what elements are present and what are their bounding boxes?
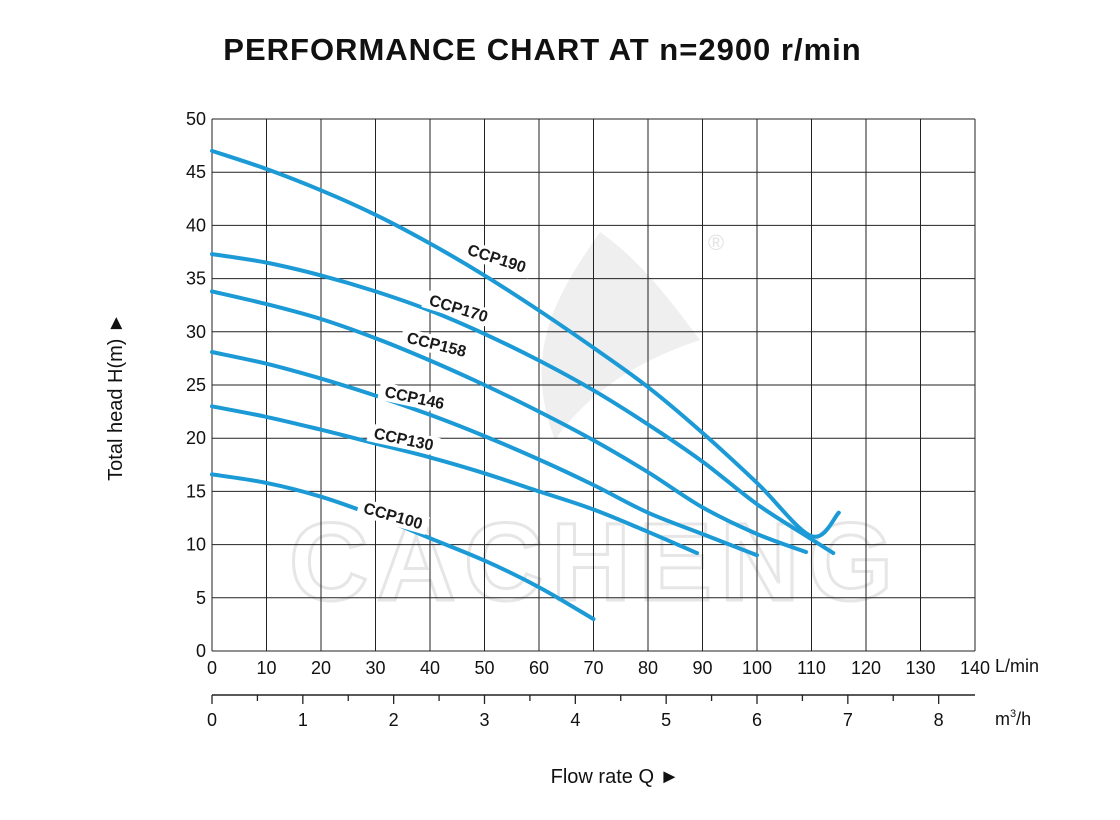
curves (210, 148, 841, 622)
x-tick-label: 110 (797, 658, 826, 678)
secondary-tick-label: 2 (389, 710, 399, 730)
x-tick-label: 10 (256, 658, 276, 678)
curve-label-background (377, 381, 452, 415)
curve-ccp170 (210, 252, 836, 556)
x-unit-secondary-sup: 3 (1010, 708, 1016, 720)
chart-title: PERFORMANCE CHART AT n=2900 r/min (223, 32, 862, 67)
curve-ccp130 (210, 404, 699, 556)
y-tick-label: 10 (186, 535, 206, 555)
curve-ccp146 (210, 350, 759, 558)
curve-label-ccp190: CCP190 (459, 239, 534, 279)
curve-label-background (355, 497, 431, 535)
curve-label-text: CCP158 (405, 330, 468, 361)
x-tick-label: 30 (365, 658, 385, 678)
axis-labels: Flow rate Q ► Total head H(m) ► (105, 313, 679, 788)
y-tick-label: 35 (186, 269, 206, 289)
x-tick-label: 140 (960, 658, 990, 678)
secondary-tick-label: 7 (843, 710, 853, 730)
y-tick-label: 20 (186, 428, 206, 448)
secondary-tick-label: 6 (752, 710, 762, 730)
y-tick-label: 50 (186, 109, 206, 129)
y-tick-label: 40 (186, 215, 206, 235)
secondary-tick-label: 1 (298, 710, 308, 730)
x-tick-labels: 0 10 20 30 40 50 60 70 80 90 100 110 120 130 140 L/min (207, 656, 1039, 678)
secondary-tick-label: 0 (207, 710, 217, 730)
x-tick-label: 40 (420, 658, 440, 678)
secondary-tick-label: 5 (661, 710, 671, 730)
y-tick-label: 30 (186, 322, 206, 342)
x-tick-label: 130 (905, 658, 935, 678)
secondary-axis: 0 1 2 3 4 5 6 7 8 m3/h (207, 694, 1031, 730)
x-tick-label: 0 (207, 658, 217, 678)
y-tick-label: 45 (186, 162, 206, 182)
watermark-logo (541, 232, 700, 440)
y-tick-label: 15 (186, 481, 206, 501)
x-unit-primary: L/min (995, 656, 1039, 676)
y-axis-label: Total head H(m) ► (105, 313, 127, 481)
secondary-tick-label: 4 (570, 710, 580, 730)
x-tick-label: 120 (851, 658, 881, 678)
watermark-registered-mark: ® (708, 230, 724, 255)
y-tick-labels: 0 5 10 15 20 25 30 35 40 45 50 (186, 109, 206, 661)
x-tick-label: 70 (583, 658, 603, 678)
curve-ccp158 (210, 289, 808, 554)
curve-label-background (421, 289, 496, 328)
secondary-tick-label: 3 (479, 710, 489, 730)
x-unit-secondary-base: m (995, 709, 1010, 729)
secondary-tick-label: 8 (934, 710, 944, 730)
x-tick-label: 60 (529, 658, 549, 678)
x-axis-label: Flow rate Q ► (551, 766, 680, 788)
x-tick-label: 90 (692, 658, 712, 678)
curve-label-ccp158: CCP158 (399, 327, 474, 363)
curve-label-background (366, 423, 441, 456)
x-tick-label: 50 (474, 658, 494, 678)
x-unit-secondary-tail: /h (1016, 709, 1031, 729)
curve-label-background (399, 327, 474, 363)
y-tick-label: 5 (196, 588, 206, 608)
x-tick-label: 20 (311, 658, 331, 678)
x-unit-secondary: m3/h (995, 708, 1031, 729)
y-tick-label: 25 (186, 375, 206, 395)
x-tick-label: 80 (638, 658, 658, 678)
x-tick-label: 100 (742, 658, 772, 678)
curve-label-background (459, 239, 534, 279)
y-tick-label: 0 (196, 641, 206, 661)
curve-ccp190 (210, 148, 841, 539)
